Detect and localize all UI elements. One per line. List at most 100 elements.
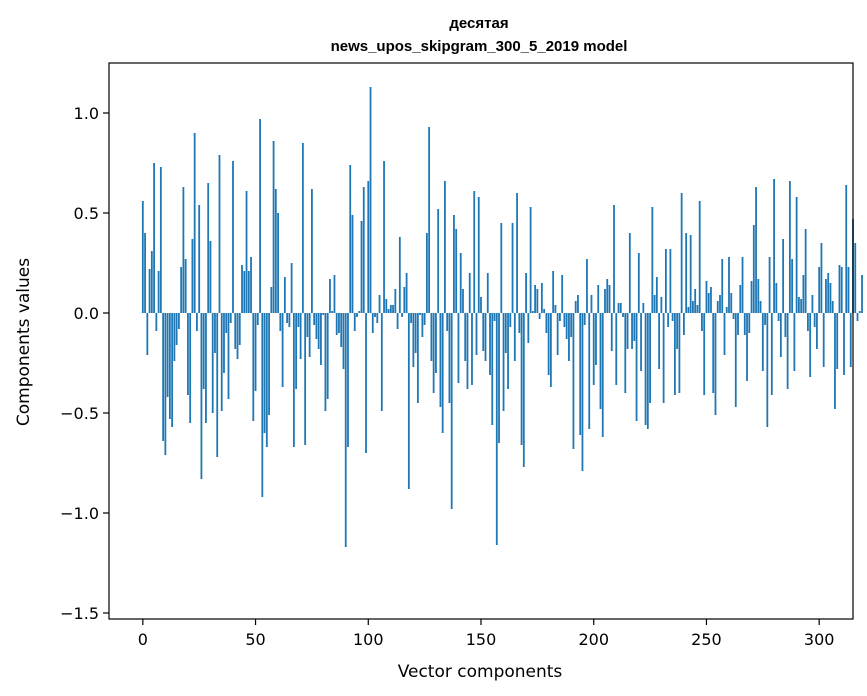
bar: [626, 313, 629, 349]
bar: [484, 313, 487, 361]
bar: [459, 253, 462, 313]
bar: [270, 287, 273, 313]
bar: [189, 313, 192, 423]
bar: [795, 197, 798, 313]
bar: [518, 313, 521, 333]
bar: [786, 313, 789, 389]
bar: [480, 297, 482, 313]
bar: [637, 253, 640, 313]
bar: [845, 185, 848, 313]
bar: [543, 309, 546, 313]
bar: [784, 313, 787, 337]
bar: [360, 221, 363, 313]
bar: [432, 313, 435, 393]
y-tick-label: −1.0: [60, 504, 99, 523]
bar: [676, 313, 679, 349]
bar: [491, 313, 494, 425]
bar: [770, 313, 773, 395]
bar: [414, 313, 417, 353]
x-tick-label: 300: [804, 630, 835, 649]
bar: [764, 313, 766, 325]
bar: [495, 313, 498, 545]
bar: [392, 305, 394, 313]
bar: [858, 311, 861, 313]
y-tick-label: 1.0: [74, 104, 99, 123]
bar: [274, 189, 277, 313]
bar: [757, 279, 760, 313]
bar: [746, 313, 748, 381]
bar: [662, 313, 665, 403]
bar: [358, 311, 361, 313]
bar: [236, 313, 239, 359]
bar: [256, 313, 259, 325]
bar: [520, 313, 523, 445]
bar: [371, 313, 374, 333]
bar: [351, 215, 354, 313]
bar: [306, 313, 309, 337]
x-tick-label: 100: [353, 630, 384, 649]
bar: [827, 273, 830, 313]
y-tick-label: −0.5: [60, 404, 99, 423]
bar: [362, 187, 365, 313]
bar: [556, 313, 559, 355]
bar: [559, 313, 561, 321]
bar: [265, 313, 268, 447]
bar: [342, 313, 345, 369]
bar: [840, 267, 843, 313]
bar: [150, 251, 153, 313]
bar: [843, 313, 845, 375]
bar: [180, 267, 183, 313]
bar: [725, 307, 728, 313]
bar: [856, 313, 859, 321]
bar: [493, 313, 496, 321]
bar: [687, 307, 690, 313]
bar: [527, 313, 530, 343]
bar: [464, 313, 467, 361]
bar: [667, 313, 670, 327]
bar: [146, 313, 149, 355]
x-tick-label: 0: [138, 630, 148, 649]
bar: [748, 313, 751, 333]
bar: [511, 223, 514, 313]
bar: [680, 193, 683, 313]
bar: [606, 279, 609, 313]
bar: [453, 215, 455, 313]
bar: [538, 313, 541, 319]
bar: [475, 313, 478, 355]
y-axis-label: Components values: [14, 258, 34, 426]
bar: [529, 207, 532, 313]
bar: [168, 313, 171, 419]
bar: [455, 229, 458, 313]
bar: [187, 313, 189, 395]
bar: [326, 313, 329, 399]
bar: [457, 313, 460, 383]
bar: [554, 305, 557, 313]
bar: [822, 313, 825, 367]
bar: [403, 287, 406, 313]
bar: [750, 281, 753, 313]
bar: [277, 213, 279, 313]
bar: [394, 289, 397, 313]
bar: [209, 241, 212, 313]
bar: [834, 313, 836, 409]
bar: [854, 243, 857, 313]
bar: [450, 313, 453, 509]
bar: [437, 209, 440, 313]
bar: [714, 313, 717, 415]
bar: [295, 313, 298, 389]
bar: [227, 313, 230, 399]
bar: [504, 313, 507, 353]
bar: [297, 313, 300, 327]
bar: [777, 313, 780, 321]
bar: [592, 313, 595, 385]
bar: [721, 259, 724, 313]
bar: [254, 313, 257, 391]
bar: [207, 183, 210, 313]
bar: [202, 313, 205, 389]
bar: [502, 313, 505, 411]
bar: [563, 313, 566, 327]
bar: [211, 313, 214, 413]
bar: [466, 313, 469, 389]
bar: [816, 313, 818, 349]
bar: [193, 133, 196, 313]
